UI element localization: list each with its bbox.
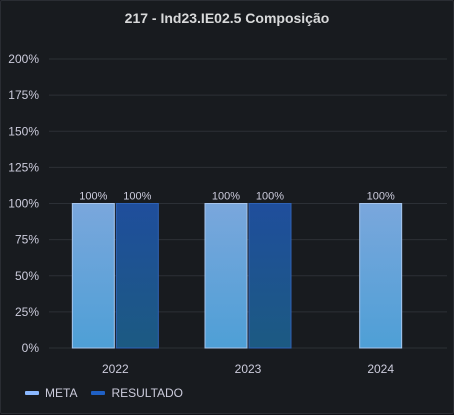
y-tick-label: 200% bbox=[8, 52, 39, 66]
bar-resultado-2022[interactable] bbox=[115, 203, 159, 349]
legend-item-meta[interactable]: META bbox=[25, 386, 77, 400]
y-tick-label: 175% bbox=[8, 88, 39, 102]
bar-value-labels: 100% 100% 100% 100% 100% bbox=[79, 191, 395, 203]
bars bbox=[71, 203, 403, 349]
y-tick-label: 100% bbox=[8, 197, 39, 211]
x-tick-label: 2022 bbox=[102, 362, 129, 376]
bar-meta-2023[interactable] bbox=[204, 203, 248, 349]
legend-swatch-resultado bbox=[91, 391, 106, 395]
bar-resultado-2023[interactable] bbox=[248, 203, 292, 349]
bar-meta-2022[interactable] bbox=[71, 203, 115, 349]
y-tick-label: 125% bbox=[8, 160, 39, 174]
panel-title: 217 - Ind23.IE02.5 Composição bbox=[124, 10, 330, 26]
bar-value-label: 100% bbox=[79, 191, 107, 203]
x-axis-ticks: 2022 2023 2024 bbox=[102, 362, 394, 376]
legend-swatch-meta bbox=[25, 391, 39, 395]
y-tick-label: 75% bbox=[15, 233, 39, 247]
y-tick-label: 25% bbox=[15, 305, 39, 319]
y-tick-label: 0% bbox=[22, 341, 40, 355]
y-tick-label: 150% bbox=[8, 124, 39, 138]
y-axis-ticks: 0% 25% 50% 75% 100% 125% 150% 175% 200% bbox=[8, 52, 39, 355]
legend-label-meta: META bbox=[45, 386, 78, 400]
bar-value-label: 100% bbox=[212, 191, 240, 203]
legend-item-resultado[interactable]: RESULTADO bbox=[91, 386, 183, 400]
legend-label-resultado: RESULTADO bbox=[111, 386, 184, 400]
bar-value-label: 100% bbox=[123, 191, 151, 203]
legend: META RESULTADO bbox=[25, 386, 183, 400]
x-tick-label: 2023 bbox=[235, 362, 262, 376]
y-tick-label: 50% bbox=[15, 269, 39, 283]
bar-meta-2024[interactable] bbox=[359, 203, 403, 349]
bar-value-label: 100% bbox=[367, 191, 395, 203]
x-tick-label: 2024 bbox=[367, 362, 394, 376]
bar-value-label: 100% bbox=[256, 191, 284, 203]
